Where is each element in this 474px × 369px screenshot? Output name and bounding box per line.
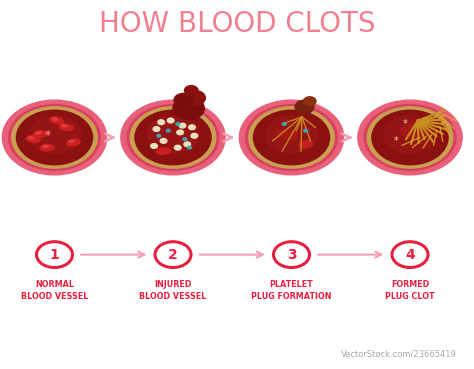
Circle shape <box>2 100 107 175</box>
Ellipse shape <box>69 140 74 142</box>
Ellipse shape <box>36 131 41 134</box>
Circle shape <box>283 123 286 125</box>
Circle shape <box>183 138 187 141</box>
Ellipse shape <box>33 131 47 137</box>
Circle shape <box>184 142 191 146</box>
Circle shape <box>176 123 180 125</box>
Ellipse shape <box>62 125 67 127</box>
Ellipse shape <box>299 141 313 148</box>
Text: PLATELET
PLUG FORMATION: PLATELET PLUG FORMATION <box>251 280 332 301</box>
Circle shape <box>160 138 167 143</box>
Circle shape <box>173 97 204 120</box>
Ellipse shape <box>67 139 80 146</box>
Circle shape <box>121 100 225 175</box>
Text: *: * <box>403 119 408 129</box>
Ellipse shape <box>59 124 73 130</box>
Ellipse shape <box>276 129 297 139</box>
Circle shape <box>304 130 308 132</box>
Circle shape <box>177 130 183 135</box>
Circle shape <box>358 100 462 175</box>
Circle shape <box>151 144 157 148</box>
Circle shape <box>179 123 186 128</box>
Circle shape <box>166 130 170 132</box>
Circle shape <box>191 134 198 138</box>
Circle shape <box>254 110 329 165</box>
Text: 2: 2 <box>168 248 178 262</box>
Text: NORMAL
BLOOD VESSEL: NORMAL BLOOD VESSEL <box>21 280 88 301</box>
Ellipse shape <box>52 118 58 120</box>
Circle shape <box>189 125 195 130</box>
Text: *: * <box>393 136 398 146</box>
Text: VectorStock®: VectorStock® <box>14 349 100 359</box>
Circle shape <box>174 145 181 150</box>
Circle shape <box>249 107 334 168</box>
Circle shape <box>239 100 344 175</box>
Circle shape <box>372 110 448 165</box>
Text: 3: 3 <box>287 248 296 262</box>
Text: VectorStock.com/23665419: VectorStock.com/23665419 <box>341 350 457 359</box>
Circle shape <box>265 116 318 153</box>
Ellipse shape <box>28 137 34 139</box>
Circle shape <box>147 116 199 153</box>
Ellipse shape <box>26 136 40 142</box>
Circle shape <box>12 107 97 168</box>
Circle shape <box>174 93 193 107</box>
Circle shape <box>28 116 81 153</box>
Text: *: * <box>44 129 51 142</box>
Circle shape <box>184 90 205 106</box>
Text: FORMED
PLUG CLOT: FORMED PLUG CLOT <box>385 280 435 301</box>
Circle shape <box>384 116 436 153</box>
Circle shape <box>153 127 160 131</box>
Ellipse shape <box>50 117 64 124</box>
Circle shape <box>167 118 174 123</box>
Text: 1: 1 <box>50 248 59 262</box>
Circle shape <box>364 105 456 170</box>
Circle shape <box>188 146 191 149</box>
Circle shape <box>367 107 453 168</box>
Text: 4: 4 <box>405 248 415 262</box>
Ellipse shape <box>156 148 171 154</box>
FancyBboxPatch shape <box>182 104 195 119</box>
Circle shape <box>157 134 161 137</box>
Circle shape <box>9 105 100 170</box>
Circle shape <box>127 105 219 170</box>
Circle shape <box>130 107 216 168</box>
Ellipse shape <box>40 145 55 151</box>
Text: HOW BLOOD CLOTS: HOW BLOOD CLOTS <box>99 10 375 38</box>
Circle shape <box>303 97 316 106</box>
Circle shape <box>135 110 211 165</box>
Text: INJURED
BLOOD VESSEL: INJURED BLOOD VESSEL <box>139 280 207 301</box>
Circle shape <box>295 100 314 114</box>
Circle shape <box>246 105 337 170</box>
Ellipse shape <box>401 123 429 138</box>
Circle shape <box>17 110 92 165</box>
Circle shape <box>158 120 164 125</box>
Ellipse shape <box>43 145 48 148</box>
Circle shape <box>184 86 198 95</box>
